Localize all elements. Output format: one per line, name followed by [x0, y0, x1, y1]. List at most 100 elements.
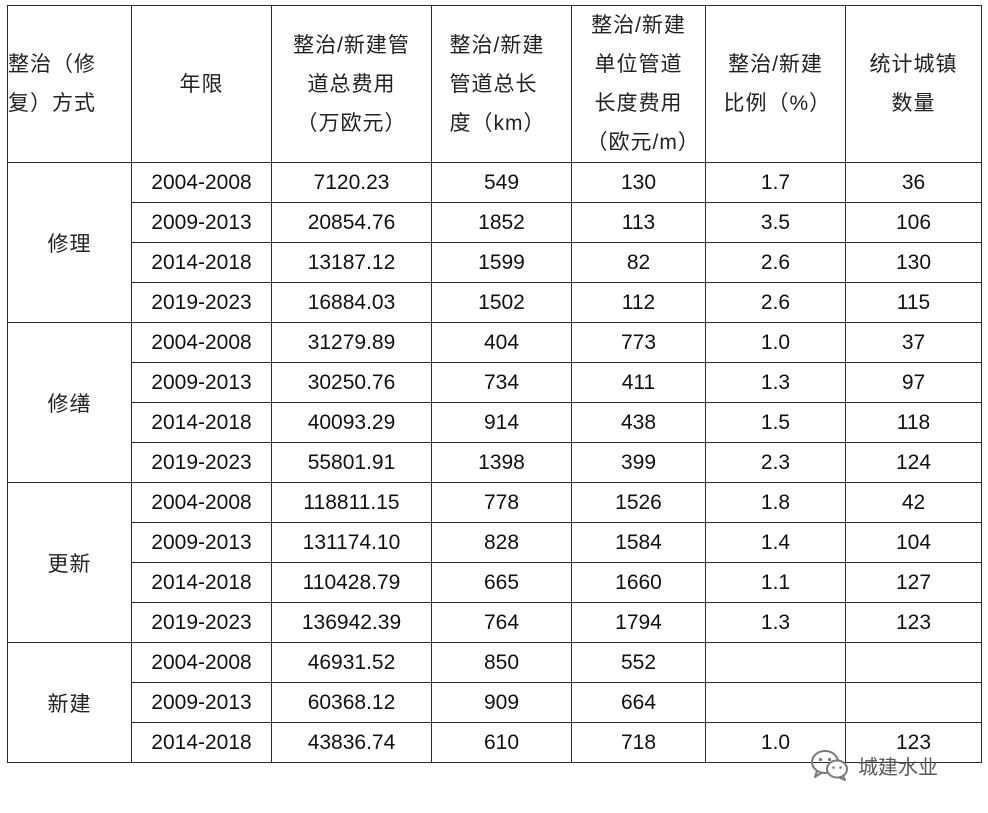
- total-length-cell: 778: [431, 482, 572, 523]
- unit-cost-cell: 82: [571, 242, 706, 283]
- header-ratio: 整治/新建比例（%）: [705, 5, 846, 163]
- ratio-cell: 1.1: [705, 562, 846, 603]
- table-row: 2014-2018 43836.74 610 718 1.0 123: [8, 722, 982, 763]
- total-length-cell: 665: [431, 562, 572, 603]
- period-cell: 2019-2023: [131, 282, 272, 323]
- table-row: 2014-2018 110428.79 665 1660 1.1 127: [8, 562, 982, 603]
- unit-cost-cell: 438: [571, 402, 706, 443]
- total-length-cell: 1852: [431, 202, 572, 243]
- cost-table: 整治（修复）方式 年限 整治/新建管道总费用（万欧元） 整治/新建管道总长度（k…: [7, 5, 982, 763]
- period-cell: 2009-2013: [131, 362, 272, 403]
- period-cell: 2009-2013: [131, 522, 272, 563]
- total-cost-cell: 31279.89: [271, 322, 432, 363]
- total-cost-cell: 110428.79: [271, 562, 432, 603]
- total-length-cell: 828: [431, 522, 572, 563]
- unit-cost-cell: 113: [571, 202, 706, 243]
- total-length-cell: 1398: [431, 442, 572, 483]
- header-ratio-label: 整治/新建比例（%）: [723, 53, 832, 115]
- total-cost-cell: 60368.12: [271, 682, 432, 723]
- total-cost-cell: 43836.74: [271, 722, 432, 763]
- header-total-length: 整治/新建管道总长度（km）: [431, 5, 572, 163]
- table-row: 2009-2013 60368.12 909 664: [8, 682, 982, 723]
- total-cost-cell: 131174.10: [271, 522, 432, 563]
- method-cell: 修理: [7, 162, 132, 323]
- table-row: 新建 2004-2008 46931.52 850 552: [7, 642, 982, 763]
- unit-cost-cell: 130: [571, 162, 706, 203]
- period-cell: 2009-2013: [131, 202, 272, 243]
- period-cell: 2014-2018: [131, 402, 272, 443]
- total-cost-cell: 16884.03: [271, 282, 432, 323]
- watermark-text: 城建水业: [858, 754, 938, 779]
- method-cell: 更新: [7, 482, 132, 643]
- period-cell: 2014-2018: [131, 242, 272, 283]
- unit-cost-cell: 552: [571, 642, 706, 683]
- unit-cost-cell: 773: [571, 322, 706, 363]
- period-cell: 2019-2023: [131, 442, 272, 483]
- ratio-cell: 1.5: [705, 402, 846, 443]
- ratio-cell: 1.3: [705, 362, 846, 403]
- header-unit-cost: 整治/新建单位管道长度费用（欧元/m）: [571, 5, 706, 163]
- header-period-label: 年限: [179, 72, 224, 96]
- header-towns-label: 统计城镇数量: [869, 53, 958, 115]
- table-row: 2019-2023 16884.03 1502 112 2.6 115: [8, 282, 982, 323]
- total-cost-cell: 40093.29: [271, 402, 432, 443]
- method-cell: 新建: [7, 642, 132, 763]
- towns-cell: 42: [845, 482, 982, 523]
- towns-cell: 115: [845, 282, 982, 323]
- period-cell: 2004-2008: [131, 322, 272, 363]
- period-cell: 2014-2018: [131, 722, 272, 763]
- ratio-cell: 1.4: [705, 522, 846, 563]
- total-cost-cell: 20854.76: [271, 202, 432, 243]
- header-unit-cost-label: 整治/新建单位管道长度费用（欧元/m）: [586, 14, 700, 154]
- total-length-cell: 909: [431, 682, 572, 723]
- period-cell: 2004-2008: [131, 482, 272, 523]
- period-cell: 2009-2013: [131, 682, 272, 723]
- total-cost-cell: 46931.52: [271, 642, 432, 683]
- table-row: 2014-2018 40093.29 914 438 1.5 118: [8, 402, 982, 443]
- towns-cell: 104: [845, 522, 982, 563]
- ratio-cell: 2.6: [705, 242, 846, 283]
- table-row: 2014-2018 13187.12 1599 82 2.6 130: [8, 242, 982, 283]
- unit-cost-cell: 411: [571, 362, 706, 403]
- towns-cell: 124: [845, 442, 982, 483]
- header-method-label: 整治（修复）方式: [8, 53, 96, 115]
- ratio-cell: 1.7: [705, 162, 846, 203]
- period-cell: 2004-2008: [131, 162, 272, 203]
- towns-cell: 130: [845, 242, 982, 283]
- towns-cell: 97: [845, 362, 982, 403]
- total-cost-cell: 118811.15: [271, 482, 432, 523]
- unit-cost-cell: 1584: [571, 522, 706, 563]
- towns-cell: 127: [845, 562, 982, 603]
- towns-cell: 36: [845, 162, 982, 203]
- header-total-length-label: 整治/新建管道总长度（km）: [449, 33, 546, 135]
- table-row: 修缮 2004-2008 31279.89 404 773 1.0 37: [7, 322, 982, 483]
- total-length-cell: 850: [431, 642, 572, 683]
- ratio-cell: 1.0: [705, 322, 846, 363]
- total-cost-cell: 136942.39: [271, 602, 432, 643]
- header-row: 整治（修复）方式 年限 整治/新建管道总费用（万欧元） 整治/新建管道总长度（k…: [7, 5, 982, 163]
- method-cell: 修缮: [7, 322, 132, 483]
- towns-cell: [845, 642, 982, 683]
- towns-cell: 123: [845, 722, 982, 763]
- total-length-cell: 914: [431, 402, 572, 443]
- total-cost-cell: 13187.12: [271, 242, 432, 283]
- wechat-icon: [811, 750, 848, 781]
- table-row: 2009-2013 131174.10 828 1584 1.4 104: [8, 522, 982, 563]
- unit-cost-cell: 718: [571, 722, 706, 763]
- ratio-cell: 1.3: [705, 602, 846, 643]
- header-total-cost-label: 整治/新建管道总费用（万欧元）: [293, 33, 410, 135]
- period-cell: 2019-2023: [131, 602, 272, 643]
- ratio-cell: 3.5: [705, 202, 846, 243]
- total-length-cell: 549: [431, 162, 572, 203]
- table-row: 2019-2023 136942.39 764 1794 1.3 123: [8, 602, 982, 643]
- unit-cost-cell: 112: [571, 282, 706, 323]
- total-length-cell: 764: [431, 602, 572, 643]
- header-total-cost: 整治/新建管道总费用（万欧元）: [271, 5, 432, 163]
- period-cell: 2004-2008: [131, 642, 272, 683]
- towns-cell: 118: [845, 402, 982, 443]
- towns-cell: [845, 682, 982, 723]
- total-length-cell: 1599: [431, 242, 572, 283]
- ratio-cell: 1.8: [705, 482, 846, 523]
- unit-cost-cell: 1660: [571, 562, 706, 603]
- total-length-cell: 734: [431, 362, 572, 403]
